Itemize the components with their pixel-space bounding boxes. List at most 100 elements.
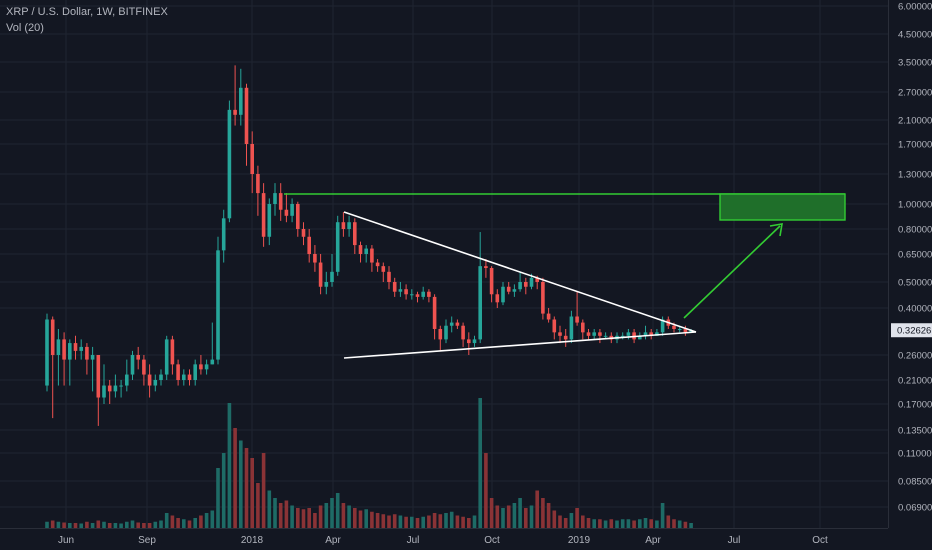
- candle: [347, 222, 351, 229]
- volume-bar: [102, 521, 106, 528]
- time-tick-label: Sep: [138, 535, 156, 546]
- time-tick-label: Oct: [812, 535, 828, 546]
- volume-bar: [250, 458, 254, 528]
- candle: [176, 364, 180, 380]
- candle: [638, 335, 642, 340]
- volume-bar: [655, 520, 659, 528]
- price-tick-label: 0.06900: [898, 503, 932, 514]
- candle: [432, 296, 437, 329]
- candle: [598, 332, 602, 336]
- candle: [364, 248, 368, 254]
- candle: [261, 193, 266, 237]
- volume-bar: [501, 508, 505, 528]
- volume-bar: [307, 508, 311, 528]
- volume-bar: [489, 498, 494, 528]
- volume-bar: [290, 505, 294, 528]
- candle: [478, 266, 482, 340]
- candle: [489, 268, 494, 295]
- candle: [68, 343, 72, 360]
- candle: [655, 332, 659, 336]
- time-tick-label: Oct: [484, 535, 500, 546]
- candle: [244, 87, 249, 144]
- volume-bar: [56, 521, 61, 528]
- volume-bar: [432, 513, 437, 528]
- volume-bar: [563, 518, 568, 528]
- volume-bar: [147, 523, 152, 528]
- candle: [301, 229, 306, 237]
- volume-bar: [199, 515, 203, 528]
- volume-bar: [392, 514, 397, 528]
- time-tick-label: Jun: [58, 535, 74, 546]
- volume-bar: [273, 498, 277, 528]
- candle: [512, 289, 517, 292]
- volume-bar: [626, 519, 631, 528]
- volume-bar: [187, 520, 192, 528]
- candles: [45, 65, 693, 426]
- candle: [370, 248, 374, 263]
- candle: [102, 385, 106, 398]
- price-tick-label: 2.10000: [898, 116, 932, 127]
- candle: [62, 339, 66, 360]
- candle: [187, 374, 192, 380]
- volume-bar: [421, 516, 425, 528]
- volume-bar: [136, 522, 140, 528]
- volume-bar: [370, 511, 374, 528]
- candle: [353, 222, 357, 246]
- candle: [341, 222, 346, 229]
- volume-bar: [632, 520, 636, 528]
- volume-bar: [461, 516, 465, 528]
- candle: [660, 319, 665, 333]
- volume-bar: [581, 515, 585, 528]
- price-tick-label: 2.70000: [898, 88, 932, 99]
- candle: [330, 271, 334, 282]
- volume-bar: [444, 513, 448, 528]
- candle: [130, 355, 135, 375]
- candle: [683, 328, 688, 333]
- drawings: [284, 193, 846, 359]
- last-price-badge: [891, 323, 932, 338]
- volume-bar: [125, 521, 129, 528]
- volume-bar: [449, 511, 454, 528]
- candle: [449, 322, 454, 326]
- volume-bar: [541, 498, 545, 528]
- candle: [506, 286, 511, 292]
- volume-bar: [130, 520, 135, 528]
- price-tick-label: 3.50000: [898, 58, 932, 69]
- arrow-head-icon: [769, 223, 783, 237]
- volume-bar: [404, 516, 408, 528]
- volume-bar: [176, 518, 180, 528]
- candle: [415, 294, 420, 297]
- volume-bar: [50, 520, 55, 528]
- candle: [438, 328, 443, 340]
- volume-bar: [410, 516, 414, 528]
- candle: [79, 346, 83, 351]
- candle: [581, 322, 585, 333]
- volume-bar: [689, 523, 693, 528]
- volume-bar: [353, 508, 357, 528]
- target-zone: [719, 193, 846, 221]
- price-tick-label: 4.50000: [898, 30, 932, 41]
- volume-bar: [638, 519, 642, 528]
- candle: [273, 193, 277, 204]
- candle: [535, 277, 539, 282]
- volume-bar: [558, 515, 562, 528]
- volume-bar: [164, 513, 169, 528]
- candle: [159, 374, 163, 380]
- volume-bar: [159, 520, 163, 528]
- candle: [147, 374, 152, 386]
- candle: [626, 332, 631, 336]
- candle: [90, 355, 95, 360]
- volume-bar: [113, 523, 118, 528]
- candle: [170, 339, 175, 365]
- volume-bar: [278, 503, 283, 528]
- candle: [267, 204, 272, 237]
- volume-bar: [427, 515, 431, 528]
- volume-bar: [324, 503, 329, 528]
- price-tick-label: 1.00000: [898, 200, 932, 211]
- volume-bar: [204, 513, 209, 528]
- grid: [0, 0, 888, 528]
- price-tick-label: 6.00000: [898, 2, 932, 13]
- volume-bar: [73, 523, 78, 528]
